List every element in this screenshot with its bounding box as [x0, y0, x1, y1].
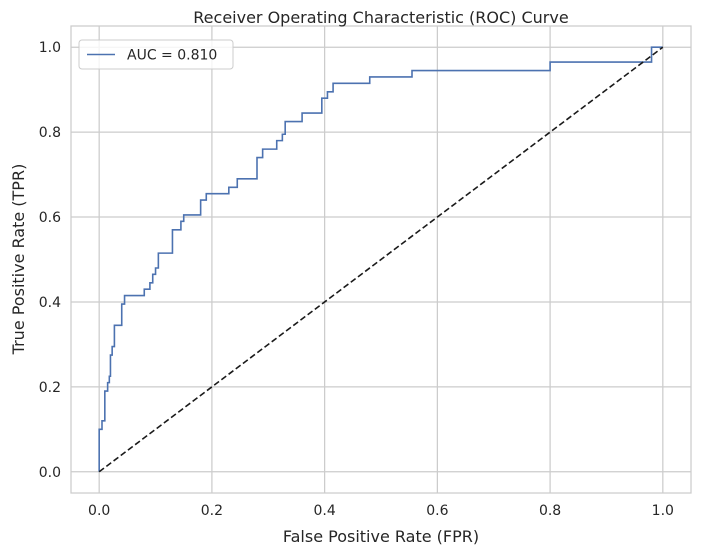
y-tick-labels: 0.0 0.2 0.4 0.6 0.8 1.0 — [39, 40, 61, 481]
y-tick-label: 1.0 — [39, 40, 61, 56]
y-tick-label: 0.0 — [39, 465, 61, 481]
x-tick-label: 0.2 — [201, 503, 223, 519]
x-tick-label: 1.0 — [652, 503, 674, 519]
y-tick-label: 0.4 — [39, 295, 61, 311]
x-tick-labels: 0.0 0.2 0.4 0.6 0.8 1.0 — [88, 503, 674, 519]
x-tick-label: 0.0 — [88, 503, 110, 519]
legend: AUC = 0.810 — [78, 39, 234, 70]
plot-frame — [70, 25, 692, 494]
series-layer — [98, 46, 664, 473]
x-tick-label: 0.4 — [314, 503, 336, 519]
x-tick-label: 0.8 — [539, 503, 561, 519]
x-axis-label: False Positive Rate (FPR) — [283, 527, 479, 546]
y-tick-label: 0.8 — [39, 125, 61, 141]
chance-diagonal-line — [98, 46, 664, 473]
grid-lines — [71, 26, 691, 493]
y-tick-label: 0.6 — [39, 210, 61, 226]
y-tick-label: 0.2 — [39, 380, 61, 396]
chart-title: Receiver Operating Characteristic (ROC) … — [193, 8, 568, 27]
legend-label: AUC = 0.810 — [127, 48, 217, 64]
y-axis-label: True Positive Rate (TPR) — [9, 164, 28, 356]
x-tick-label: 0.6 — [426, 503, 448, 519]
legend-box — [78, 39, 234, 70]
roc-curve-line — [98, 46, 663, 472]
